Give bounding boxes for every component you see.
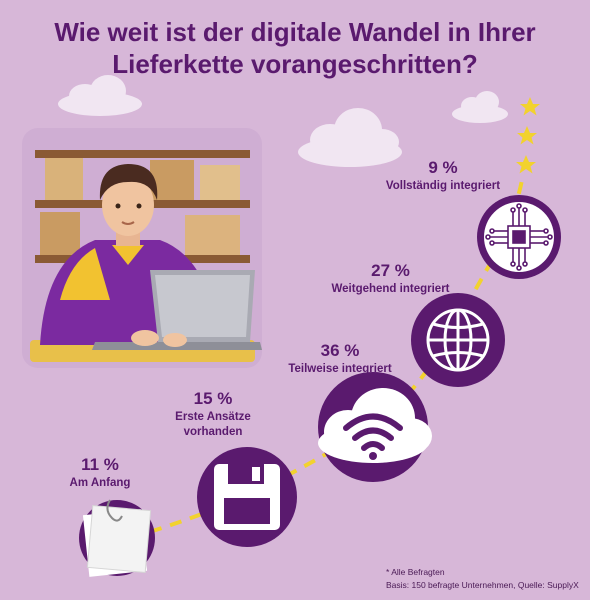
stage-label-weitgehend: 27 % Weitgehend integriert (318, 260, 463, 297)
wifi-cloud-icon (318, 388, 432, 463)
title-line-1: Wie weit ist der digitale Wandel in Ihre… (54, 17, 536, 47)
stage-icon-papers (79, 499, 155, 577)
title-line-2: Lieferkette vorangeschritten? (112, 49, 478, 79)
star-icon (520, 97, 540, 116)
footnote: * Alle Befragten Basis: 150 befragte Unt… (386, 566, 586, 592)
stage-label-am-anfang: 11 % Am Anfang (40, 454, 160, 491)
stage-label: Weitgehend integriert (331, 283, 450, 295)
stage-value: 27 % (371, 261, 410, 280)
cloud-left (58, 75, 142, 116)
stage-value: 11 % (81, 455, 119, 474)
globe-icon (426, 308, 490, 372)
stage-label: Erste Ansätze (175, 411, 251, 423)
stage-label: Teilweise integriert (288, 363, 392, 375)
stars (516, 97, 540, 174)
stage-value: 36 % (320, 341, 360, 360)
stage-label-vollstaendig: 9 % Vollständig integriert (368, 157, 518, 194)
stage-value: 9 % (428, 158, 458, 177)
star-icon (516, 155, 536, 174)
stage-label: vorhanden (183, 426, 243, 438)
cloud-right (452, 91, 508, 123)
stage-icon-wifi (318, 372, 432, 482)
stage-label: Vollständig integriert (385, 180, 501, 192)
stage-icon-chip (477, 195, 561, 279)
chip-icon (485, 203, 553, 271)
stage-icon-floppy (197, 447, 297, 547)
footnote-line-2: Basis: 150 befragte Unternehmen, Quelle:… (386, 580, 579, 590)
star-icon (517, 126, 537, 145)
stage-label-erste-ansaetze: 15 % Erste Ansätze vorhanden (158, 388, 268, 440)
stage-label: Am Anfang (69, 477, 131, 489)
illustration-person-laptop (22, 128, 262, 368)
footnote-line-1: * Alle Befragten (386, 567, 445, 577)
cloud-middle (298, 108, 402, 167)
page-title: Wie weit ist der digitale Wandel in Ihre… (0, 16, 590, 80)
stage-value: 15 % (193, 389, 233, 408)
stage-label-teilweise: 36 % Teilweise integriert (270, 340, 410, 377)
floppy-disk-icon (214, 464, 280, 530)
stage-icon-globe (411, 293, 505, 387)
papers-icon (82, 499, 152, 577)
